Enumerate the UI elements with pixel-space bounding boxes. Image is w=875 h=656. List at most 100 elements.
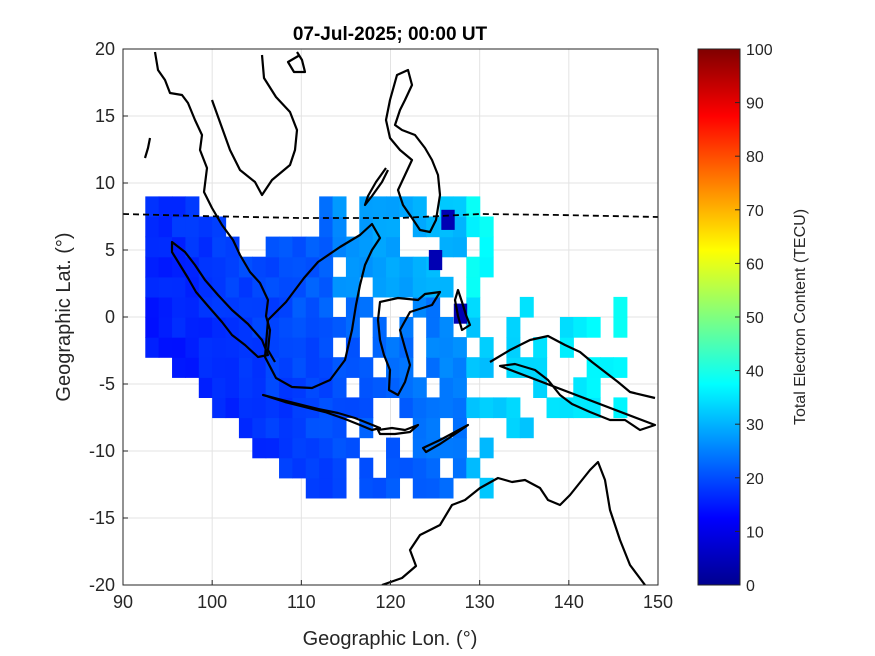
tec-cell	[305, 296, 320, 318]
tec-cell	[412, 377, 427, 398]
tec-cell	[319, 337, 334, 358]
tec-cell	[613, 397, 628, 419]
tec-cell	[158, 256, 173, 278]
tec-cell	[519, 296, 534, 318]
tec-cell	[305, 357, 320, 378]
tec-cell	[359, 357, 374, 378]
tec-cell	[345, 276, 360, 298]
tec-cell	[412, 216, 427, 238]
tec-cell	[305, 437, 320, 459]
tec-cell	[466, 216, 481, 238]
x-tick-label: 90	[113, 592, 133, 612]
tec-cell	[279, 256, 294, 278]
tec-cell	[158, 216, 173, 238]
tec-cell	[386, 457, 401, 479]
tec-cell	[305, 477, 320, 499]
coast-new-guinea	[489, 334, 657, 432]
tec-cell	[332, 477, 347, 499]
coast-sumatra	[170, 240, 270, 359]
coast-timor	[421, 423, 470, 454]
tec-cell	[279, 437, 294, 459]
tec-cell	[252, 276, 267, 298]
tec-cell	[359, 477, 374, 499]
tec-cell	[225, 357, 240, 378]
tec-cell	[158, 276, 173, 298]
tec-cell	[332, 216, 347, 238]
tec-cell	[172, 196, 187, 218]
tec-cell	[506, 317, 521, 338]
tec-cell	[372, 256, 387, 278]
tec-cell	[198, 216, 213, 238]
tec-cell	[466, 256, 481, 278]
tec-cell	[252, 397, 267, 419]
tec-cell	[172, 256, 187, 278]
tec-cell	[412, 457, 427, 479]
tec-cell	[198, 337, 213, 358]
tec-cell	[332, 417, 347, 439]
tec-cell	[359, 397, 374, 419]
y-tick-label: 10	[95, 173, 115, 193]
tec-cell	[279, 357, 294, 378]
tec-cell	[212, 276, 227, 298]
tec-cell	[359, 236, 374, 258]
y-tick-label: -20	[89, 575, 115, 595]
tec-cell	[279, 317, 294, 338]
tec-cell	[533, 337, 548, 358]
tec-cell	[212, 236, 227, 258]
y-axis: 20 15 10 5 0 -5 -10 -15 -20	[89, 39, 128, 595]
tec-cell	[212, 256, 227, 278]
tec-cell	[185, 216, 200, 238]
tec-cell	[412, 276, 427, 298]
tec-cell	[426, 417, 441, 439]
tec-cell	[145, 256, 160, 278]
tec-cell	[279, 337, 294, 358]
tec-cell	[479, 437, 494, 459]
tec-cell	[439, 236, 454, 258]
tec-cell	[426, 337, 441, 358]
tec-cell	[426, 357, 441, 378]
tec-cell	[252, 357, 267, 378]
tec-cell	[158, 236, 173, 258]
tec-cell	[145, 216, 160, 238]
tec-cell	[613, 317, 628, 338]
tec-cell	[586, 357, 601, 378]
tec-cell	[225, 276, 240, 298]
tec-cell	[212, 337, 227, 358]
tec-cell	[386, 216, 401, 238]
tec-cell	[279, 417, 294, 439]
tec-cell	[600, 357, 615, 378]
tec-cell	[238, 317, 253, 338]
colorbar-label: Total Electron Content (TECU)	[792, 209, 809, 425]
tec-cell	[319, 357, 334, 378]
tec-cell	[506, 357, 521, 378]
y-axis-label: Geographic Lat. (°)	[53, 232, 75, 401]
tec-cell	[359, 296, 374, 318]
tec-cell	[386, 256, 401, 278]
tec-cell	[399, 276, 414, 298]
tec-cell	[332, 437, 347, 459]
y-tick-label: 0	[105, 307, 115, 327]
x-tick-label: 110	[287, 592, 316, 612]
tec-cell	[506, 417, 521, 439]
colorbar-tick-label: 90	[746, 96, 764, 113]
tec-cell	[439, 477, 454, 499]
colorbar-tick-label: 10	[746, 524, 764, 541]
coast-andaman-island	[143, 137, 152, 159]
colorbar-tick-label: 100	[746, 42, 773, 59]
tec-cell	[466, 457, 481, 479]
tec-cell	[386, 477, 401, 499]
colorbar	[697, 48, 741, 586]
coast-borneo	[263, 222, 382, 390]
x-axis: 90 100 110 120 130 140 150	[113, 580, 673, 612]
tec-cell	[198, 317, 213, 338]
tec-cell	[292, 317, 307, 338]
tec-cell	[466, 276, 481, 298]
tec-cell	[506, 397, 521, 419]
tec-cell	[493, 397, 508, 419]
x-tick-label: 100	[197, 592, 227, 612]
coastlines	[143, 51, 657, 585]
tec-cell	[452, 377, 467, 398]
tec-cell	[292, 417, 307, 439]
chart-title: 07-Jul-2025; 00:00 UT	[293, 24, 488, 45]
tec-cell	[145, 296, 160, 318]
